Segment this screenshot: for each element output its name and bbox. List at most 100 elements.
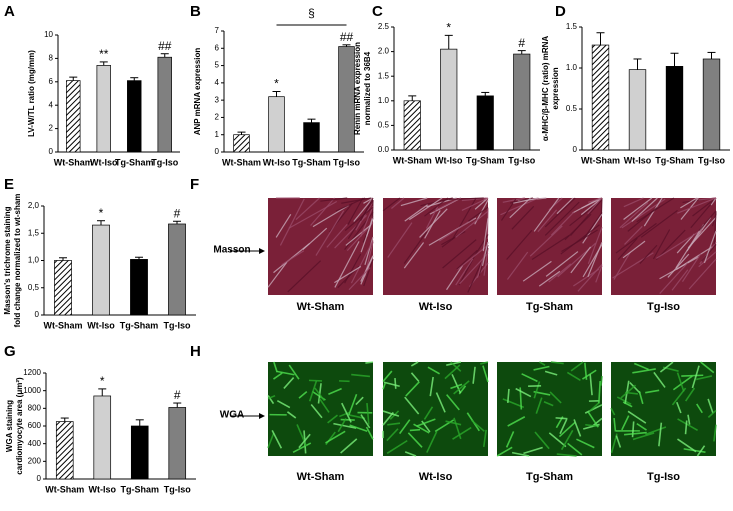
y-axis-label: fold change normalized to wt-sham xyxy=(13,194,22,328)
texture xyxy=(334,265,362,284)
y-axis-label: LV-W/TL ratio (mg/mm) xyxy=(27,50,36,137)
significance-mark: ** xyxy=(99,47,109,61)
texture xyxy=(344,206,374,231)
texture xyxy=(482,218,489,252)
bar xyxy=(168,223,186,316)
y-tick-label: 4 xyxy=(49,100,54,109)
texture xyxy=(407,432,423,448)
texture xyxy=(446,394,460,411)
texture xyxy=(636,422,647,431)
texture xyxy=(621,415,630,431)
texture xyxy=(680,197,698,209)
image-label: Wt-Sham xyxy=(297,301,345,313)
panel-letter: H xyxy=(190,343,201,360)
texture xyxy=(523,446,543,455)
y-tick-label: 1000 xyxy=(23,386,41,395)
panel-letter: C xyxy=(372,3,383,20)
texture xyxy=(684,387,696,402)
texture xyxy=(326,223,348,248)
texture xyxy=(410,372,420,382)
y-tick-label: 1.0 xyxy=(378,96,390,105)
bar xyxy=(665,66,684,151)
x-tick-label: Tg-Sham xyxy=(120,320,159,330)
y-tick-label: 1.0 xyxy=(566,63,578,72)
texture xyxy=(455,258,474,286)
texture xyxy=(308,379,323,382)
bar xyxy=(157,56,172,153)
texture xyxy=(698,251,717,268)
y-axis-label: cardiomyocyte area (μm²) xyxy=(15,377,24,475)
texture xyxy=(288,201,338,229)
texture xyxy=(424,197,449,217)
texture xyxy=(283,377,295,389)
texture xyxy=(382,411,394,426)
micrograph xyxy=(382,361,489,457)
texture xyxy=(453,380,470,395)
texture xyxy=(275,214,292,238)
texture xyxy=(425,205,439,229)
texture xyxy=(696,403,703,414)
row-label: WGA xyxy=(220,410,244,421)
texture xyxy=(419,208,448,238)
texture xyxy=(522,260,552,282)
y-tick-label: 2.0 xyxy=(378,47,390,56)
texture xyxy=(588,197,603,203)
texture xyxy=(455,210,489,238)
texture xyxy=(310,404,323,419)
bar xyxy=(440,48,458,151)
texture xyxy=(587,411,599,428)
texture xyxy=(589,373,593,396)
significance-mark: * xyxy=(274,77,279,91)
texture xyxy=(506,251,529,280)
texture xyxy=(505,431,515,448)
texture xyxy=(545,251,579,277)
x-tick-label: Wt-Iso xyxy=(435,155,463,165)
texture xyxy=(684,420,688,435)
texture xyxy=(533,381,541,399)
texture xyxy=(435,392,446,413)
texture xyxy=(543,400,554,407)
y-axis-label: α-MHC/β-MHC (ratio) mRNA xyxy=(541,36,550,142)
texture xyxy=(667,253,690,278)
texture xyxy=(340,438,358,454)
texture xyxy=(645,426,667,436)
texture xyxy=(534,431,550,450)
bar xyxy=(268,96,285,153)
texture xyxy=(622,401,633,408)
texture xyxy=(339,411,350,418)
texture xyxy=(690,197,717,229)
texture xyxy=(555,417,568,420)
texture xyxy=(353,197,374,222)
texture xyxy=(296,424,308,447)
texture xyxy=(696,445,706,457)
texture xyxy=(341,402,352,423)
texture xyxy=(627,410,647,424)
x-tick-label: Wt-Sham xyxy=(45,484,84,494)
texture xyxy=(509,197,531,219)
texture xyxy=(481,241,489,267)
significance-mark: * xyxy=(100,374,105,388)
texture xyxy=(707,398,714,414)
texture xyxy=(351,373,371,378)
texture xyxy=(623,197,644,208)
texture xyxy=(360,205,374,237)
texture xyxy=(360,255,374,282)
texture xyxy=(391,197,405,209)
bar xyxy=(303,122,320,153)
texture xyxy=(403,242,425,269)
texture xyxy=(349,424,368,433)
texture xyxy=(450,383,463,390)
texture xyxy=(595,265,603,283)
image-label: Wt-Sham xyxy=(297,471,345,483)
texture xyxy=(681,374,704,377)
texture xyxy=(587,226,603,264)
x-tick-label: Wt-Sham xyxy=(44,320,83,330)
texture xyxy=(533,197,560,232)
texture xyxy=(337,418,347,433)
texture xyxy=(273,361,278,373)
y-tick-label: 0 xyxy=(37,474,42,483)
y-tick-label: 2 xyxy=(49,124,54,133)
y-tick-label: 1.5 xyxy=(378,71,390,80)
texture xyxy=(382,382,386,390)
texture xyxy=(467,206,489,222)
